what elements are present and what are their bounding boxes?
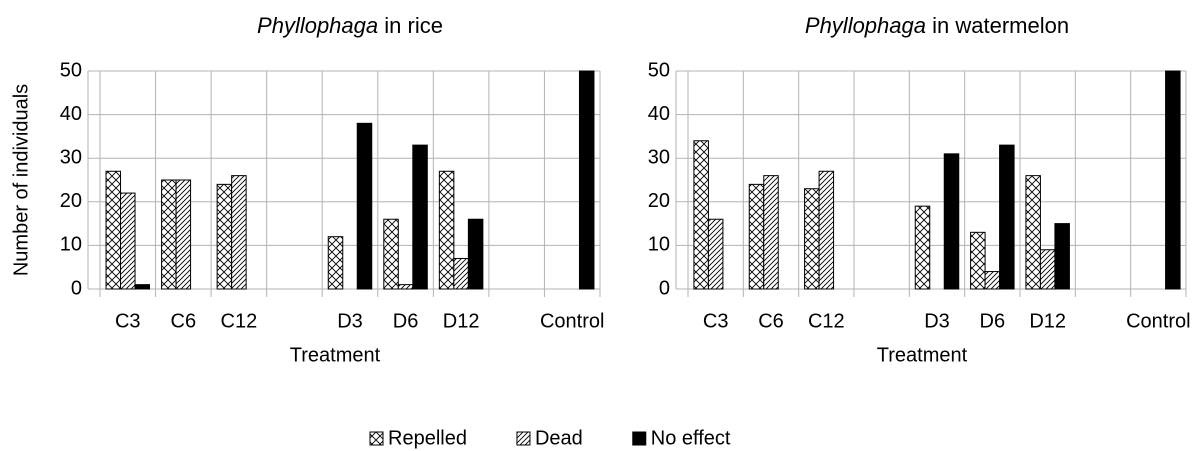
x-tick-label: D12 xyxy=(443,310,480,332)
bar xyxy=(1165,70,1181,290)
bar xyxy=(748,183,765,290)
y-tick-label: 40 xyxy=(60,103,82,125)
bar xyxy=(134,284,151,290)
x-tick-label: C6 xyxy=(171,310,197,332)
bar xyxy=(161,179,177,290)
x-tick-label: D6 xyxy=(980,310,1006,332)
bar xyxy=(467,218,484,290)
bar xyxy=(943,153,960,290)
bar xyxy=(383,218,399,290)
legend-swatch xyxy=(632,431,647,446)
chart-title: Phyllophaga in rice xyxy=(257,13,443,38)
bar xyxy=(914,205,931,290)
bar xyxy=(984,271,1001,290)
bar xyxy=(999,144,1015,290)
bar xyxy=(707,218,724,290)
x-tick-label: C12 xyxy=(221,310,258,332)
y-tick-label: 50 xyxy=(648,59,670,81)
x-tick-label: C6 xyxy=(758,310,784,332)
bar xyxy=(1039,249,1056,290)
x-axis-label: Treatment xyxy=(877,344,968,366)
bar xyxy=(231,175,247,290)
bar xyxy=(818,170,835,290)
x-tick-label: C3 xyxy=(703,310,729,332)
x-tick-label: C3 xyxy=(115,310,141,332)
bar xyxy=(356,122,373,290)
bar xyxy=(438,170,455,290)
legend-swatch xyxy=(516,431,531,446)
y-tick-label: 30 xyxy=(60,146,82,168)
x-tick-label: Control xyxy=(1126,310,1190,332)
y-tick-label: 20 xyxy=(648,190,670,212)
bar xyxy=(693,140,709,290)
x-tick-label: D3 xyxy=(337,310,363,332)
x-tick-label: Control xyxy=(540,310,604,332)
legend-swatch xyxy=(369,431,384,446)
bar xyxy=(412,144,428,290)
y-tick-label: 30 xyxy=(648,146,670,168)
x-tick-label: C12 xyxy=(808,310,845,332)
x-tick-label: D6 xyxy=(393,310,419,332)
bar xyxy=(397,284,414,290)
bar xyxy=(804,188,820,290)
bar xyxy=(105,170,122,290)
bar xyxy=(453,257,469,290)
bar xyxy=(216,183,233,290)
x-tick-label: D12 xyxy=(1029,310,1066,332)
bar xyxy=(175,179,192,290)
legend-label: Dead xyxy=(535,427,583,449)
y-tick-label: 20 xyxy=(60,190,82,212)
bar xyxy=(970,231,986,290)
y-tick-label: 40 xyxy=(648,103,670,125)
bar xyxy=(578,70,595,290)
y-axis-label: Number of individuals xyxy=(10,84,32,276)
bar xyxy=(763,175,779,290)
y-tick-label: 50 xyxy=(60,59,82,81)
bar xyxy=(327,236,344,290)
x-axis-label: Treatment xyxy=(290,344,381,366)
bar xyxy=(1025,175,1041,290)
bar xyxy=(120,192,136,290)
y-tick-label: 10 xyxy=(60,234,82,256)
bar xyxy=(1054,223,1070,290)
x-tick-label: D3 xyxy=(924,310,950,332)
legend-label: No effect xyxy=(651,427,731,449)
chart-title: Phyllophaga in watermelon xyxy=(805,13,1069,38)
y-tick-label: 10 xyxy=(648,234,670,256)
legend-label: Repelled xyxy=(388,427,467,449)
y-tick-label: 0 xyxy=(71,277,82,299)
y-tick-label: 0 xyxy=(659,277,670,299)
